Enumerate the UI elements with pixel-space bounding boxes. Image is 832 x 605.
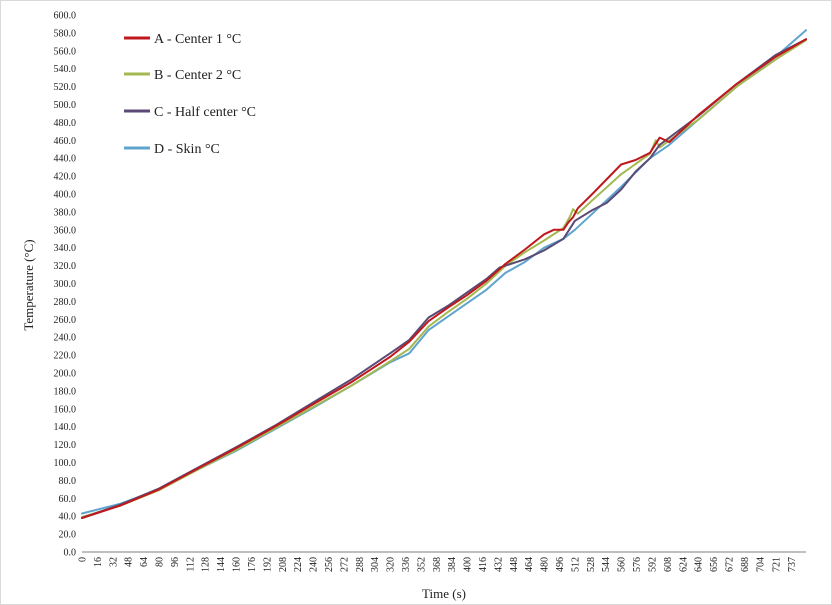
- x-tick-label: 304: [370, 557, 381, 572]
- x-tick-label: 432: [493, 557, 504, 572]
- x-axis-ticks: 0 16 32 48 64 80 96 112 128 144 160 176 192 208 224 240…: [78, 557, 799, 572]
- x-tick-label: 240: [309, 557, 320, 572]
- y-tick-label: 580.0: [54, 28, 77, 39]
- x-tick-label: 608: [663, 557, 674, 572]
- y-tick-label: 460.0: [54, 136, 77, 147]
- legend-label-a: A - Center 1 °C: [154, 32, 241, 47]
- x-tick-label: 208: [278, 557, 289, 572]
- x-tick-label: 144: [216, 557, 227, 572]
- x-tick-label: 688: [740, 557, 751, 572]
- x-tick-label: 592: [647, 557, 658, 572]
- series-d-line: [81, 29, 807, 515]
- y-tick-label: 60.0: [59, 494, 77, 505]
- series-lines: [81, 29, 807, 519]
- legend-item-c: C - Half center °C: [124, 105, 256, 120]
- x-tick-label: 496: [555, 557, 566, 572]
- x-tick-label: 64: [139, 557, 150, 567]
- y-tick-label: 500.0: [54, 100, 77, 111]
- y-tick-label: 560.0: [54, 46, 77, 57]
- legend-label-d: D - Skin °C: [154, 142, 220, 157]
- x-tick-label: 560: [617, 557, 628, 572]
- x-tick-label: 721: [772, 557, 783, 572]
- x-tick-label: 176: [247, 557, 258, 572]
- y-tick-label: 440.0: [54, 154, 77, 165]
- y-tick-label: 120.0: [54, 440, 77, 451]
- x-tick-label: 336: [401, 557, 412, 572]
- y-tick-label: 180.0: [54, 386, 77, 397]
- y-tick-label: 340.0: [54, 243, 77, 254]
- y-tick-label: 220.0: [54, 351, 77, 362]
- x-tick-label: 528: [586, 557, 597, 572]
- y-tick-label: 200.0: [54, 369, 77, 380]
- x-tick-label: 0: [78, 557, 89, 562]
- x-tick-label: 288: [355, 557, 366, 572]
- x-tick-label: 48: [124, 557, 135, 567]
- x-tick-label: 192: [262, 557, 273, 572]
- x-tick-label: 224: [293, 557, 304, 572]
- x-tick-label: 448: [509, 557, 520, 572]
- y-axis-ticks: 0.0 20.0 40.0 60.0 80.0 100.0 120.0 140.0 160.0 1…: [54, 11, 77, 559]
- x-tick-label: 112: [185, 557, 196, 572]
- legend-item-b: B - Center 2 °C: [124, 68, 241, 83]
- x-tick-label: 416: [478, 557, 489, 572]
- y-tick-label: 480.0: [54, 118, 77, 129]
- y-tick-label: 520.0: [54, 82, 77, 93]
- series-a-line: [81, 38, 807, 519]
- y-axis-title: Temperature (°C): [21, 239, 36, 330]
- x-tick-label: 272: [339, 557, 350, 572]
- x-tick-label: 512: [570, 557, 581, 572]
- x-tick-label: 80: [155, 557, 166, 567]
- x-tick-label: 672: [724, 557, 735, 572]
- y-tick-label: 420.0: [54, 172, 77, 183]
- x-tick-label: 128: [201, 557, 212, 572]
- y-tick-label: 260.0: [54, 315, 77, 326]
- y-tick-label: 280.0: [54, 297, 77, 308]
- x-tick-label: 656: [709, 557, 720, 572]
- legend-label-b: B - Center 2 °C: [154, 68, 241, 83]
- y-tick-label: 360.0: [54, 225, 77, 236]
- y-tick-label: 80.0: [59, 476, 77, 487]
- x-tick-label: 16: [93, 557, 104, 567]
- y-tick-label: 160.0: [54, 404, 77, 415]
- x-tick-label: 464: [524, 557, 535, 572]
- y-tick-label: 380.0: [54, 207, 77, 218]
- y-tick-label: 600.0: [54, 11, 77, 22]
- y-tick-label: 140.0: [54, 422, 77, 433]
- legend-item-a: A - Center 1 °C: [124, 32, 241, 47]
- x-tick-label: 352: [416, 557, 427, 572]
- legend-label-c: C - Half center °C: [154, 105, 256, 120]
- y-tick-label: 40.0: [59, 512, 77, 523]
- x-axis-title: Time (s): [422, 586, 466, 601]
- x-tick-label: 480: [540, 557, 551, 572]
- x-tick-label: 368: [432, 557, 443, 572]
- x-tick-label: 544: [601, 557, 612, 572]
- legend: A - Center 1 °C B - Center 2 °C C - Half…: [124, 32, 256, 157]
- y-tick-label: 240.0: [54, 333, 77, 344]
- legend-item-d: D - Skin °C: [124, 142, 220, 157]
- x-tick-label: 640: [694, 557, 705, 572]
- y-tick-label: 300.0: [54, 279, 77, 290]
- y-tick-label: 400.0: [54, 190, 77, 201]
- y-tick-label: 20.0: [59, 530, 77, 541]
- x-tick-label: 160: [232, 557, 243, 572]
- y-tick-label: 100.0: [54, 458, 77, 469]
- x-tick-label: 400: [463, 557, 474, 572]
- x-tick-label: 32: [108, 557, 119, 567]
- y-tick-label: 540.0: [54, 64, 77, 75]
- x-tick-label: 576: [632, 557, 643, 572]
- x-tick-label: 737: [787, 557, 798, 572]
- x-tick-label: 320: [386, 557, 397, 572]
- x-tick-label: 624: [678, 557, 689, 572]
- y-tick-label: 320.0: [54, 261, 77, 272]
- x-tick-label: 96: [170, 557, 181, 567]
- x-tick-label: 384: [447, 557, 458, 572]
- x-tick-label: 256: [324, 557, 335, 572]
- y-tick-label: 0.0: [64, 548, 77, 559]
- x-tick-label: 704: [755, 557, 766, 572]
